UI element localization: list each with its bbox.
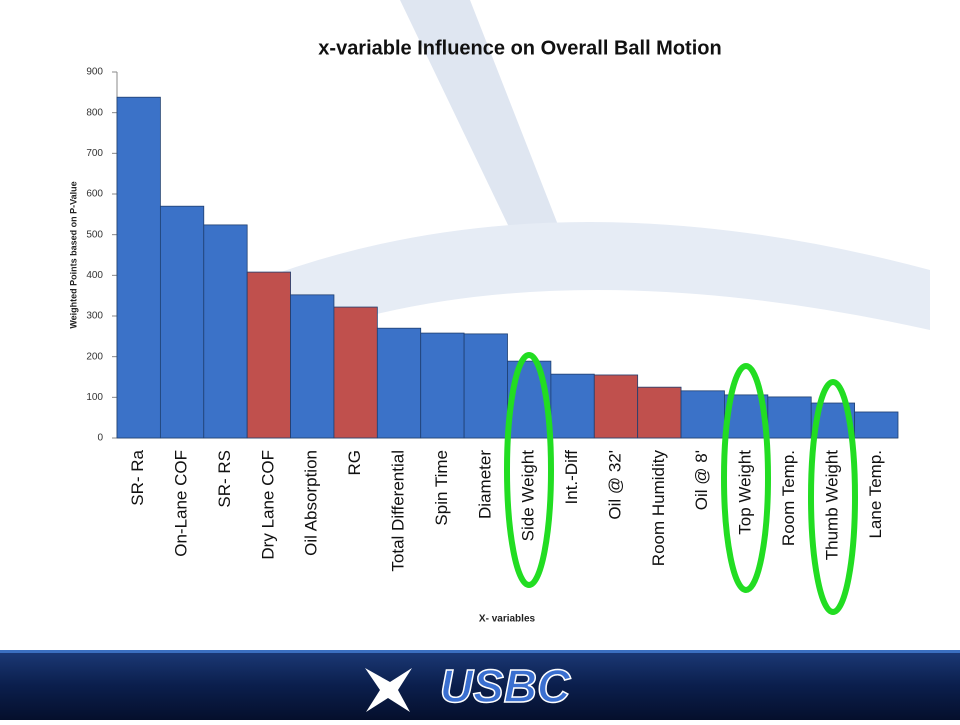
x-tick-label: Int.-Diff xyxy=(562,450,581,505)
x-tick-label: Thumb Weight xyxy=(822,450,841,561)
x-tick-label: SR- Ra xyxy=(128,449,147,505)
y-tick-label: 600 xyxy=(86,189,103,200)
bar xyxy=(376,327,422,439)
bar xyxy=(550,373,595,439)
x-tick-label: Side Weight xyxy=(519,450,538,542)
bar xyxy=(246,271,291,439)
background-logo xyxy=(400,0,560,250)
y-tick-label: 300 xyxy=(86,311,103,322)
bar xyxy=(159,205,205,439)
bar xyxy=(593,374,639,439)
x-tick-label: Diameter xyxy=(475,450,494,519)
y-tick-label: 0 xyxy=(97,433,103,444)
bar xyxy=(463,333,508,439)
bar xyxy=(767,396,812,439)
bar xyxy=(420,332,465,439)
highlight-ellipse xyxy=(721,363,771,593)
highlights xyxy=(504,352,858,615)
y-tick-label: 200 xyxy=(86,351,103,362)
y-axis-label: Weighted Points based on P-Value xyxy=(68,181,78,328)
bar xyxy=(203,224,248,439)
x-tick-label: On-Lane COF xyxy=(172,450,191,557)
x-tick-label: RG xyxy=(345,450,364,476)
y-tick-label: 100 xyxy=(86,392,103,403)
x-tick-label: Spin Time xyxy=(432,450,451,526)
x-tick-label: Lane Temp. xyxy=(866,450,885,539)
footer-rule xyxy=(0,650,960,653)
bar xyxy=(680,390,725,439)
x-tick-label: Room Humidity xyxy=(649,450,668,567)
bar xyxy=(333,306,378,439)
y-tick-label: 700 xyxy=(86,148,103,159)
x-tick-label: Oil @ 32' xyxy=(605,450,624,520)
highlight-ellipse xyxy=(808,379,858,615)
footer-logo: USBC xyxy=(440,660,571,712)
highlight-ellipse xyxy=(504,352,554,588)
plot: 0 100 200 300 400 500 600 700 800 900 SR- Ra On-Lan… xyxy=(86,67,899,572)
background-logo xyxy=(150,222,930,380)
footer-star xyxy=(365,668,412,712)
y-tick-label: 400 xyxy=(86,270,103,281)
bar xyxy=(637,386,682,439)
y-tick-label: 500 xyxy=(86,229,103,240)
x-tick-label: Oil Absorption xyxy=(302,450,321,556)
bar xyxy=(290,294,335,439)
bar xyxy=(116,96,161,439)
x-tick-label: Top Weight xyxy=(736,450,755,535)
x-tick-label: SR- RS xyxy=(215,450,234,508)
x-axis-label: X- variables xyxy=(479,614,536,625)
footer-band xyxy=(0,650,960,720)
y-tick-label: 900 xyxy=(86,67,103,78)
x-tick-label: Room Temp. xyxy=(779,450,798,546)
y-tick-label: 800 xyxy=(86,107,103,118)
bar xyxy=(854,411,899,439)
x-tick-label: Dry Lane COF xyxy=(258,450,277,560)
x-tick-label: Total Differential xyxy=(389,450,408,572)
x-tick-label: Oil @ 8' xyxy=(692,450,711,510)
chart-title: x-variable Influence on Overall Ball Mot… xyxy=(318,37,721,59)
